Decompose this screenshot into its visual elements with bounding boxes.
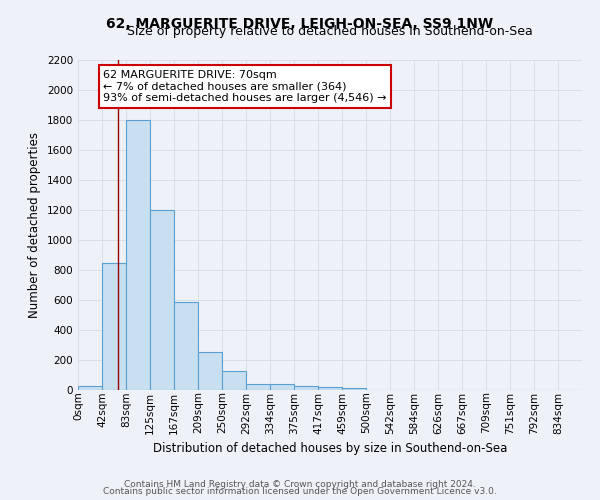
Text: Contains public sector information licensed under the Open Government Licence v3: Contains public sector information licen… xyxy=(103,487,497,496)
Bar xyxy=(102,262,126,390)
Bar xyxy=(294,386,318,390)
Text: Contains HM Land Registry data © Crown copyright and database right 2024.: Contains HM Land Registry data © Crown c… xyxy=(124,480,476,489)
Bar xyxy=(150,210,174,390)
Bar xyxy=(246,384,270,390)
Text: 62 MARGUERITE DRIVE: 70sqm
← 7% of detached houses are smaller (364)
93% of semi: 62 MARGUERITE DRIVE: 70sqm ← 7% of detac… xyxy=(103,70,387,103)
Text: 62, MARGUERITE DRIVE, LEIGH-ON-SEA, SS9 1NW: 62, MARGUERITE DRIVE, LEIGH-ON-SEA, SS9 … xyxy=(106,18,494,32)
Bar xyxy=(342,388,366,390)
Bar xyxy=(174,302,198,390)
X-axis label: Distribution of detached houses by size in Southend-on-Sea: Distribution of detached houses by size … xyxy=(153,442,507,455)
Bar xyxy=(222,371,246,390)
Bar xyxy=(270,384,294,390)
Bar xyxy=(318,388,342,390)
Title: Size of property relative to detached houses in Southend-on-Sea: Size of property relative to detached ho… xyxy=(127,25,533,38)
Bar xyxy=(198,352,222,390)
Y-axis label: Number of detached properties: Number of detached properties xyxy=(28,132,41,318)
Bar xyxy=(126,120,150,390)
Bar xyxy=(78,386,102,390)
